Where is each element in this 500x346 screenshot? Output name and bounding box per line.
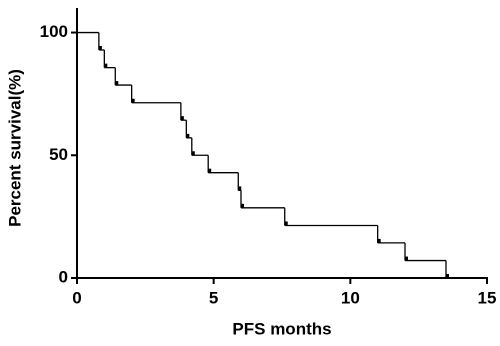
event-marker xyxy=(186,133,190,138)
y-tick-label: 100 xyxy=(40,22,68,41)
event-marker xyxy=(115,81,119,86)
event-marker xyxy=(191,151,195,156)
event-marker xyxy=(180,116,184,121)
event-marker xyxy=(446,274,449,278)
y-axis-title: Percent survival(%) xyxy=(5,69,24,227)
event-marker xyxy=(241,203,244,208)
event-marker xyxy=(208,168,212,173)
event-marker xyxy=(131,98,135,103)
x-tick-label: 10 xyxy=(341,288,360,307)
event-marker xyxy=(405,256,408,261)
y-tick-label: 50 xyxy=(49,145,68,164)
event-marker xyxy=(238,186,242,191)
event-marker xyxy=(377,238,381,243)
x-tick-label: 0 xyxy=(72,288,81,307)
y-tick-label: 0 xyxy=(59,267,68,286)
event-marker xyxy=(98,45,102,50)
event-marker xyxy=(284,221,288,226)
x-tick-label: 5 xyxy=(209,288,218,307)
x-axis-title: PFS months xyxy=(232,319,331,338)
x-tick-label: 15 xyxy=(478,288,497,307)
event-marker xyxy=(104,63,108,68)
